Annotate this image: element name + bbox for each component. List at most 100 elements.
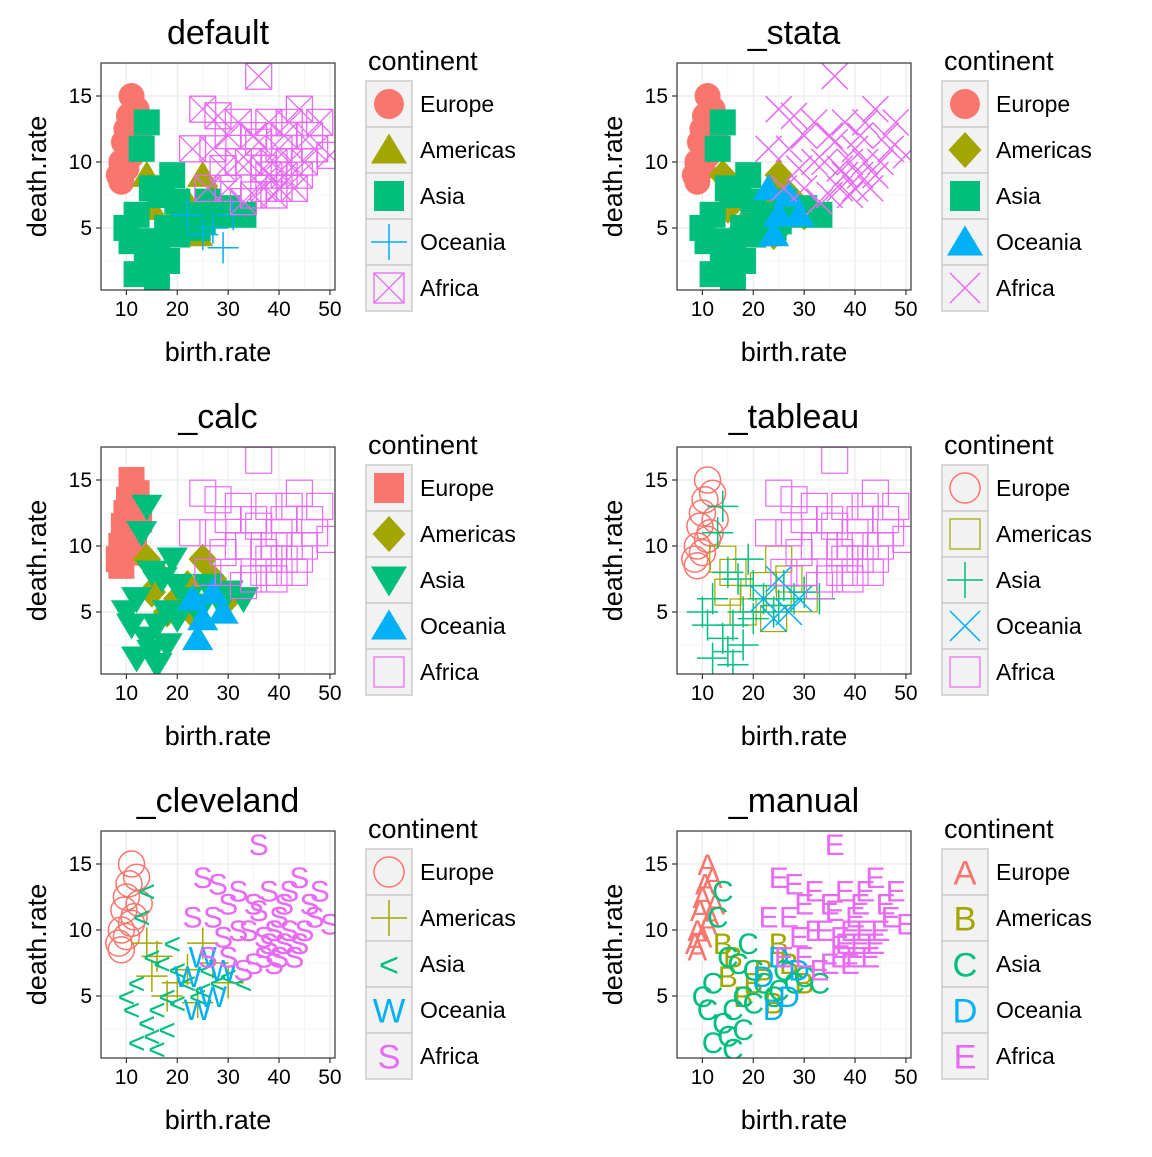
data-point-africa <box>790 122 818 150</box>
data-point-asia: C <box>763 981 785 1014</box>
data-point-europe: A <box>700 902 720 935</box>
data-point-africa: S <box>183 902 203 935</box>
data-point-africa <box>785 155 813 183</box>
legend-key-europe: A <box>953 855 976 893</box>
data-point-africa: E <box>835 875 855 908</box>
x-tick-label: 50 <box>894 1066 917 1089</box>
data-point-africa: S <box>259 875 279 908</box>
data-point-africa: S <box>203 902 223 935</box>
x-tick-label: 20 <box>166 1066 189 1089</box>
legend-title: continent <box>944 814 1054 844</box>
data-point-asia: < <box>138 875 155 908</box>
data-point-asia <box>788 576 820 608</box>
data-point-americas <box>182 986 214 1019</box>
y-axis-label: death.rate <box>598 116 628 238</box>
data-point-americas: B <box>718 961 738 994</box>
series-oceania <box>171 199 249 264</box>
chart-panel-cleveland: _cleveland<<<<<<<<<<<<<< <<<<<<<<<<WWWWWS… <box>22 782 516 1135</box>
data-point-africa: S <box>279 875 299 908</box>
data-point-africa <box>765 479 793 507</box>
legend-label: Africa <box>420 1043 479 1069</box>
legend-item-americas: Americas <box>365 510 516 558</box>
data-point-oceania: W <box>199 981 228 1014</box>
data-point-africa <box>836 181 864 209</box>
legend-key-asia <box>947 562 983 598</box>
legend-key-europe <box>374 473 404 503</box>
legend-label: Africa <box>420 659 479 685</box>
legend-key-asia <box>374 181 404 211</box>
legend-title: continent <box>368 46 478 76</box>
panel-border <box>676 446 912 675</box>
data-point-africa: S <box>254 922 274 955</box>
data-point-africa <box>826 155 854 183</box>
data-point-asia <box>123 201 150 228</box>
data-point-africa <box>810 148 839 176</box>
data-point-asia: C <box>732 981 754 1014</box>
data-point-asia <box>131 626 163 653</box>
x-tick-label: 20 <box>742 298 765 321</box>
chart-panel-stata: _stata 10 20 30 40 50 5 10 15 birth.rate death.rat… <box>598 14 1092 367</box>
data-point-asia: C <box>743 987 765 1020</box>
legend-item-americas: Americas <box>365 894 516 942</box>
data-point-africa: S <box>198 941 218 974</box>
data-point-africa: E <box>845 902 865 935</box>
legend-key-box <box>365 986 413 1034</box>
data-point-africa: S <box>300 889 320 922</box>
data-point-americas <box>171 953 204 986</box>
data-point-africa: E <box>835 928 855 961</box>
data-point-asia: < <box>143 1020 160 1053</box>
data-point-europe: A <box>687 935 707 968</box>
y-tick-label: 5 <box>80 217 92 240</box>
data-point-africa: E <box>804 915 824 948</box>
data-point-asia: C <box>722 1034 744 1067</box>
data-point-africa: E <box>774 941 794 974</box>
x-tick-label: 30 <box>216 1066 239 1089</box>
data-point-asia <box>126 521 158 548</box>
panel-border <box>676 830 912 1059</box>
x-tick-label: 30 <box>792 682 815 705</box>
legend: continent Europe Americas Asia Oceania Africa <box>941 46 1092 312</box>
data-point-asia <box>212 580 244 607</box>
data-point-africa: S <box>233 954 253 987</box>
data-point-asia <box>709 109 736 136</box>
data-point-africa <box>755 135 783 163</box>
data-point-asia <box>763 589 795 621</box>
data-point-africa: E <box>855 915 875 948</box>
data-point-africa: E <box>779 902 799 935</box>
data-point-oceania <box>775 598 803 626</box>
legend-item-africa: Africa <box>365 648 479 696</box>
data-point-americas: B <box>723 941 743 974</box>
data-point-oceania <box>749 585 778 613</box>
x-tick-label: 40 <box>843 298 866 321</box>
points-layer: <<<<<<<<<<<<<< <<<<<<<<<<WWWWWSSSSSSSSSSS… <box>105 829 335 1067</box>
data-point-africa: E <box>809 954 829 987</box>
legend: continent Europe Americas Asia Oceania Africa <box>365 46 516 312</box>
data-point-asia <box>714 254 741 281</box>
legend-item-asia: < Asia <box>365 940 465 988</box>
data-point-africa: E <box>896 908 916 941</box>
panel-border <box>100 62 336 291</box>
data-point-africa: S <box>218 941 238 974</box>
data-point-asia: < <box>148 1034 165 1067</box>
data-point-africa: E <box>845 941 865 974</box>
points-layer <box>105 63 335 290</box>
data-point-africa: S <box>249 829 269 862</box>
data-point-asia: < <box>189 981 206 1014</box>
data-point-africa <box>861 161 889 189</box>
data-point-africa <box>770 558 798 586</box>
legend-label: Oceania <box>420 997 506 1023</box>
legend-key-box <box>941 510 989 558</box>
data-point-africa: S <box>269 902 289 935</box>
legend-label: Oceania <box>996 997 1082 1023</box>
data-point-europe: A <box>690 895 710 928</box>
y-tick-label: 15 <box>645 853 668 876</box>
data-point-europe: A <box>698 908 718 941</box>
legend-key-africa: S <box>377 1039 400 1077</box>
data-point-oceania <box>763 200 795 227</box>
legend-label: Europe <box>996 91 1070 117</box>
data-point-oceania: D <box>753 961 775 994</box>
y-axis-label: death.rate <box>22 500 52 622</box>
legend-label: Europe <box>996 859 1070 885</box>
